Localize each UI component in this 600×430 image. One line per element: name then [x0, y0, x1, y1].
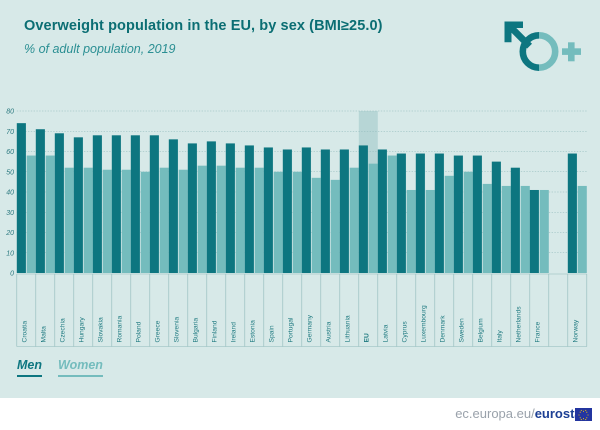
svg-text:Slovakia: Slovakia	[97, 317, 104, 343]
svg-text:Latvia: Latvia	[382, 324, 389, 342]
svg-text:Spain: Spain	[268, 325, 275, 342]
svg-text:Malta: Malta	[40, 326, 47, 343]
svg-text:Belgium: Belgium	[477, 318, 484, 343]
svg-text:Portugal: Portugal	[287, 317, 294, 342]
svg-text:Bulgaria: Bulgaria	[192, 318, 199, 343]
svg-text:Croatia: Croatia	[21, 321, 28, 343]
svg-text:Slovenia: Slovenia	[173, 317, 180, 343]
svg-text:Cyprus: Cyprus	[401, 321, 408, 343]
svg-text:Germany: Germany	[306, 314, 313, 342]
svg-text:Lithuania: Lithuania	[344, 315, 351, 342]
svg-text:Italy: Italy	[496, 330, 503, 343]
svg-text:Sweden: Sweden	[458, 318, 465, 342]
svg-text:Finland: Finland	[211, 320, 218, 342]
svg-text:40: 40	[6, 190, 14, 197]
svg-text:Poland: Poland	[135, 321, 142, 342]
svg-text:France: France	[534, 321, 541, 342]
svg-text:30: 30	[6, 210, 14, 217]
svg-text:Ireland: Ireland	[230, 322, 237, 343]
svg-text:70: 70	[6, 129, 14, 136]
svg-text:Greece: Greece	[154, 320, 161, 342]
svg-text:60: 60	[6, 149, 14, 156]
svg-text:Hungary: Hungary	[78, 317, 85, 343]
svg-text:Luxembourg: Luxembourg	[420, 305, 427, 342]
svg-text:Norway: Norway	[572, 319, 579, 342]
svg-text:Austria: Austria	[325, 321, 332, 342]
svg-text:Czechia: Czechia	[59, 318, 66, 342]
svg-text:50: 50	[6, 169, 14, 176]
svg-text:80: 80	[6, 109, 14, 116]
svg-text:0: 0	[10, 271, 14, 278]
svg-text:Estonia: Estonia	[249, 320, 256, 343]
svg-text:Romania: Romania	[116, 315, 123, 342]
svg-text:20: 20	[5, 230, 14, 237]
svg-text:Netherlands: Netherlands	[515, 306, 522, 343]
svg-text:Denmark: Denmark	[439, 315, 446, 343]
svg-text:10: 10	[6, 250, 14, 257]
svg-text:EU: EU	[363, 333, 370, 342]
